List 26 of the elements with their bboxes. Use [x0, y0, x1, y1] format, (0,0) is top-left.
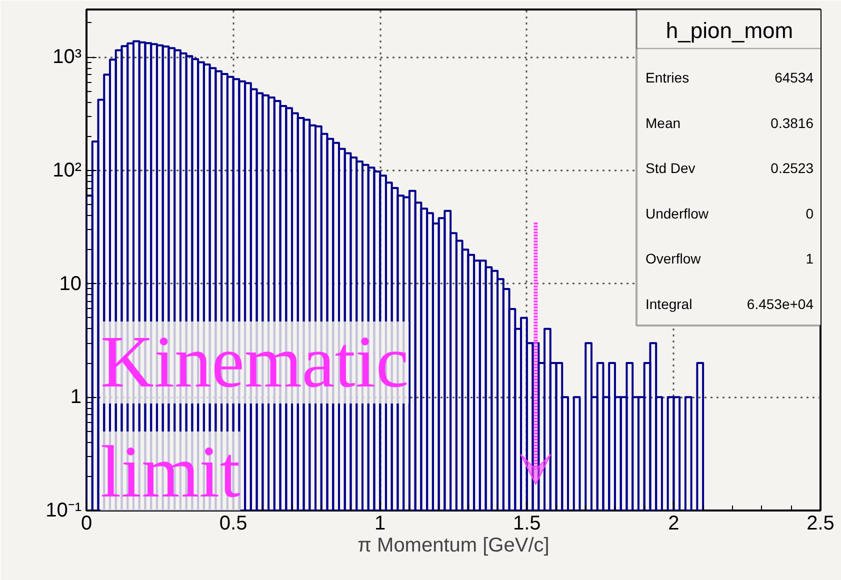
x-tick-label: 1	[374, 512, 386, 534]
annotation: Integral	[646, 296, 692, 312]
y-tick-label: 10⁻¹	[46, 500, 82, 522]
annotation: Overflow	[646, 250, 702, 267]
annotation: Kinematic limit	[100, 322, 409, 514]
annotation: 6.453e+04	[746, 296, 814, 312]
y-tick-label: 10	[59, 272, 82, 295]
annotation: 64534	[774, 70, 814, 86]
x-axis-title: π Momentum [GeV/c]	[358, 534, 550, 556]
annotation: Entries	[646, 70, 690, 86]
x-tick-label: 2.5	[806, 512, 834, 534]
x-tick-label: 2	[668, 512, 680, 534]
annotation: 0.2523	[770, 160, 814, 176]
x-tick-label: 0.5	[219, 512, 248, 534]
annotation: 1	[806, 250, 814, 267]
x-tick-label: 0	[80, 512, 92, 534]
y-tick-label: 10²	[52, 159, 82, 182]
annotation: Mean	[646, 114, 681, 131]
x-tick-label: 1.5	[513, 512, 541, 534]
annotation: Underflow	[646, 205, 710, 222]
y-tick-label: 10³	[52, 46, 82, 68]
annotation: h_pion_mom	[666, 18, 794, 43]
y-tick-label: 1	[70, 386, 82, 408]
annotation: Std Dev	[646, 160, 696, 176]
annotation: 0.3816	[770, 114, 814, 131]
annotation: 0	[806, 205, 814, 222]
